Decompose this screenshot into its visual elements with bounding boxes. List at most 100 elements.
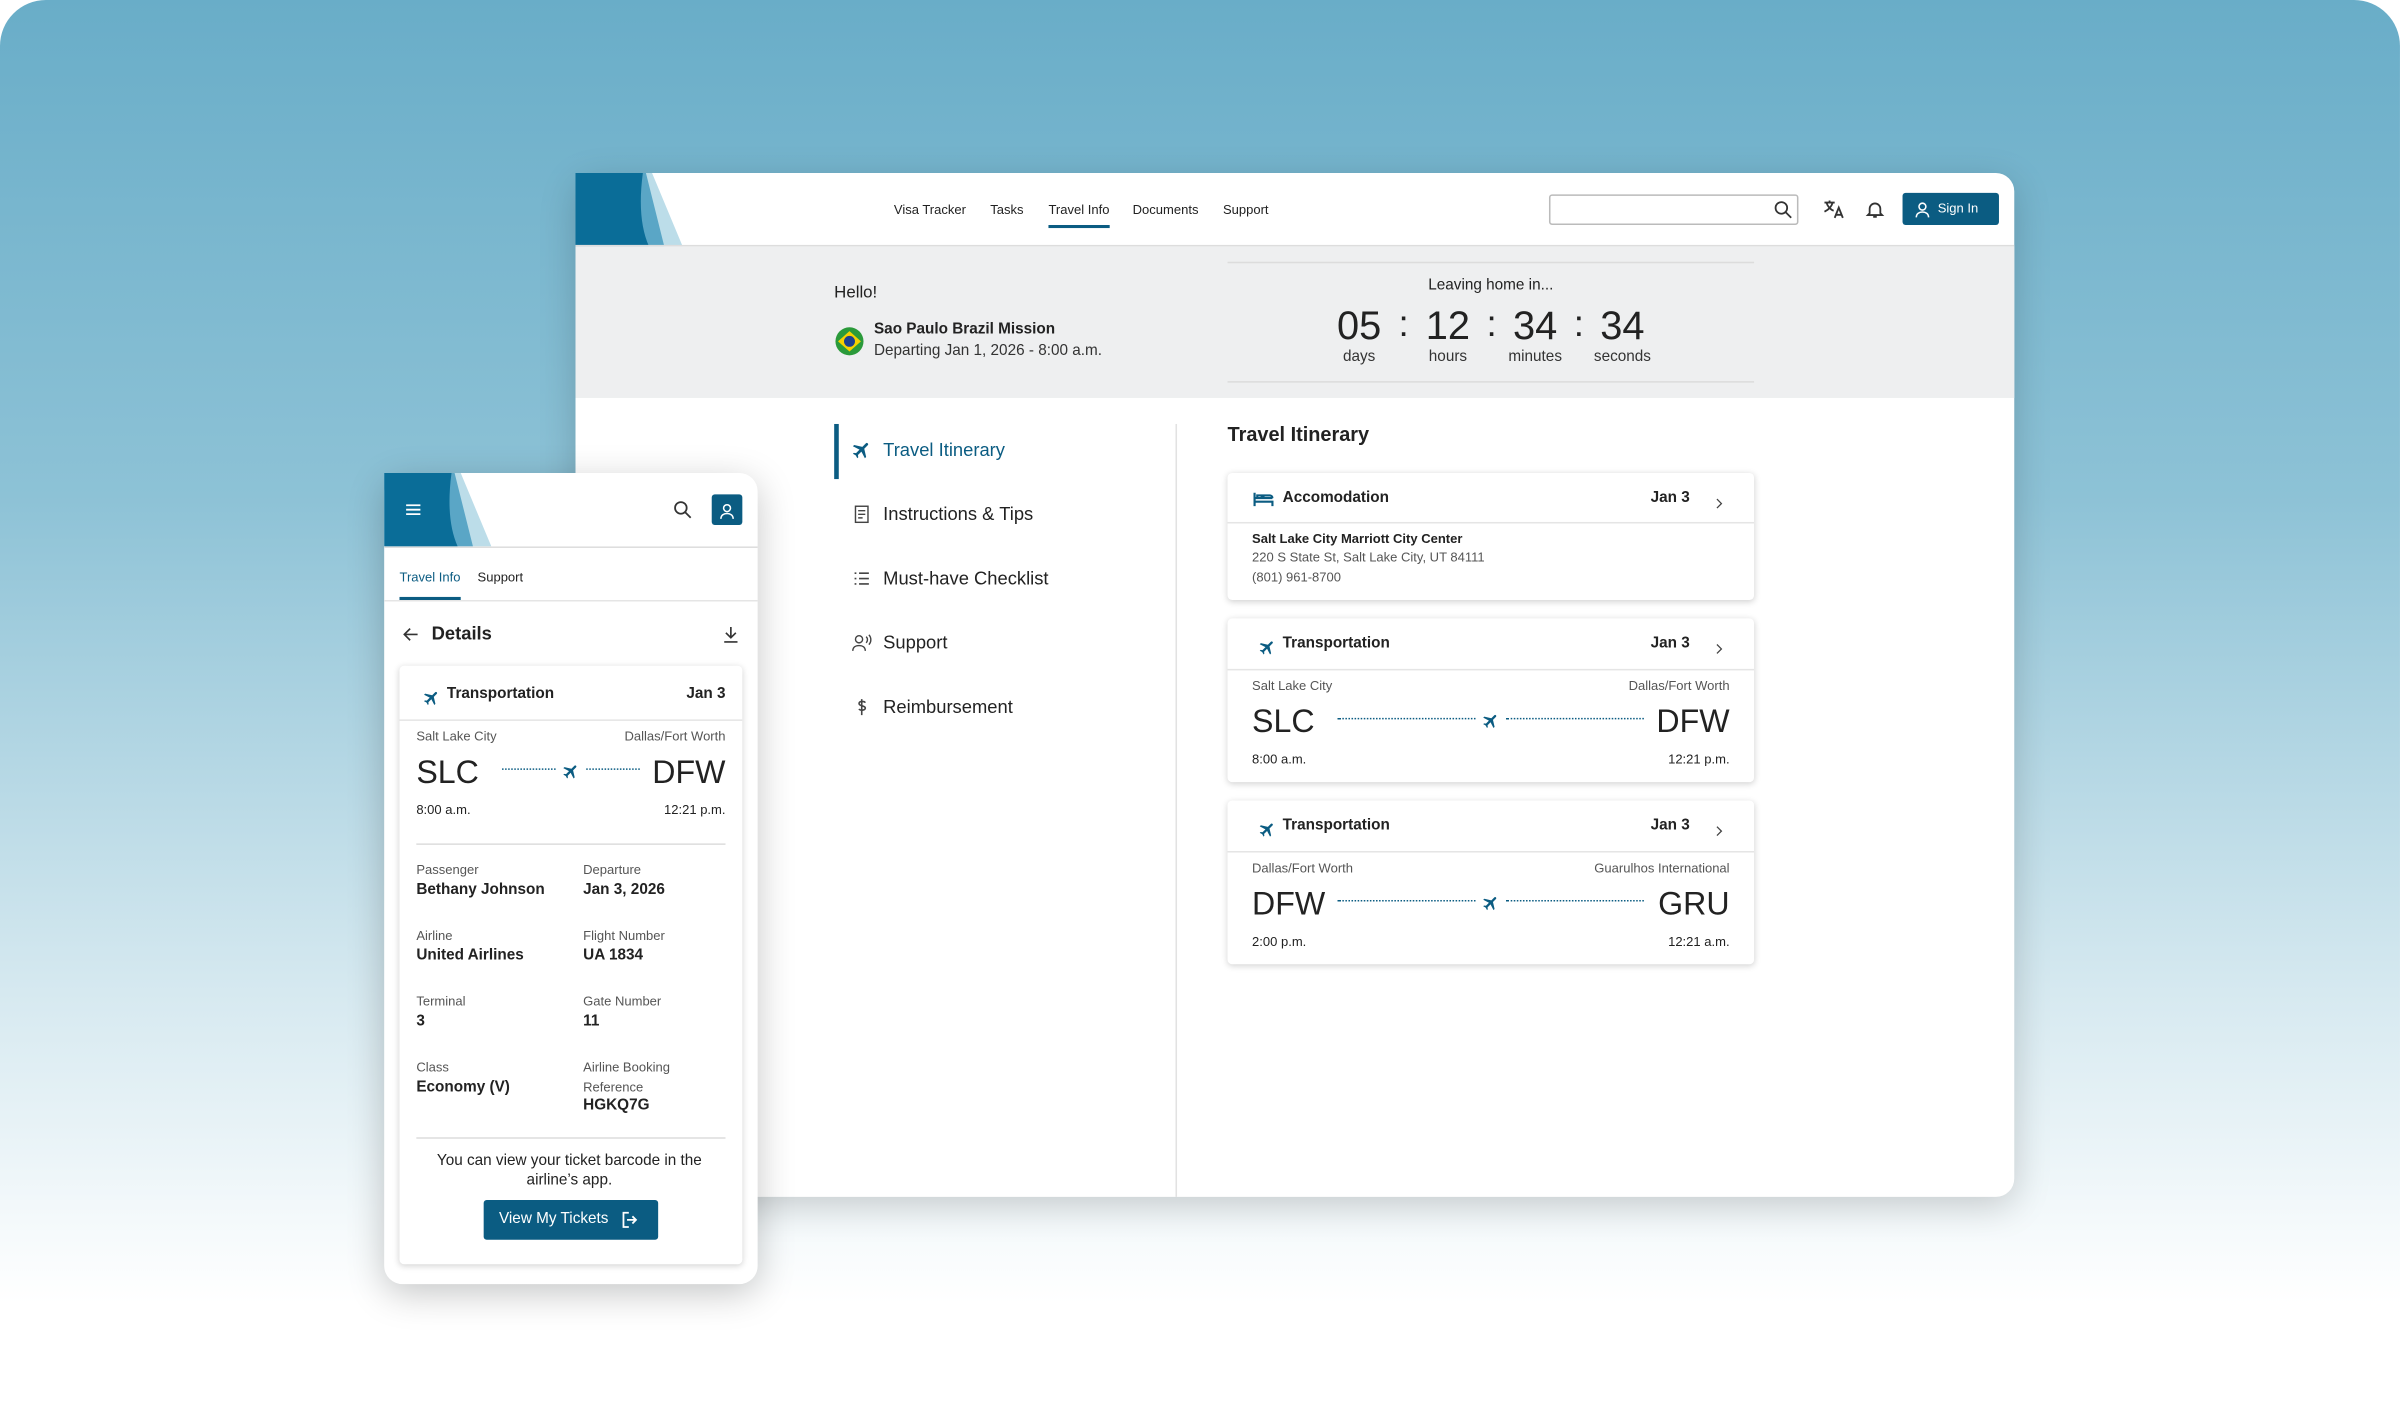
field-label: Gate Number xyxy=(583,993,662,1009)
field-value: Economy (V) xyxy=(416,1078,510,1096)
countdown-value: 12 xyxy=(1425,302,1471,349)
side-menu-icon xyxy=(851,504,872,525)
sign-in-label[interactable]: Sign In xyxy=(1937,200,1979,216)
card-title: Accomodation xyxy=(1282,489,1389,507)
side-menu-icon xyxy=(851,568,872,589)
side-menu-item[interactable]: Support xyxy=(883,631,948,654)
tab[interactable]: Travel Info xyxy=(399,569,461,585)
search-box[interactable] xyxy=(1548,194,1799,225)
plane-icon xyxy=(1482,710,1500,728)
back-icon[interactable] xyxy=(401,624,421,644)
destination-code: DFW xyxy=(652,755,726,791)
bed-icon xyxy=(1252,488,1275,509)
transportation-card[interactable] xyxy=(1227,618,1755,783)
field-label: Airline xyxy=(416,927,453,943)
user-icon xyxy=(718,501,736,519)
side-menu-item[interactable]: Travel Itinerary xyxy=(883,438,1005,461)
chevron-icon xyxy=(1711,819,1726,837)
origin-city: Salt Lake City xyxy=(416,728,497,744)
side-menu-icon xyxy=(851,696,872,717)
plane-icon xyxy=(562,761,580,779)
countdown-top-rule xyxy=(1227,261,1755,264)
field-value: Bethany Johnson xyxy=(416,880,545,898)
field-value: 11 xyxy=(583,1012,600,1030)
field-value: United Airlines xyxy=(416,946,524,964)
destination-code: DFW xyxy=(1656,704,1730,740)
plane-icon xyxy=(1258,637,1276,655)
view-tickets-label[interactable]: View My Tickets xyxy=(498,1210,609,1228)
field-value: Jan 3, 2026 xyxy=(583,880,665,898)
external-icon xyxy=(620,1209,641,1230)
departure-text: Departing Jan 1, 2026 - 8:00 a.m. xyxy=(873,342,1103,360)
nav-link[interactable]: Travel Info xyxy=(1048,201,1110,218)
profile-button[interactable] xyxy=(711,494,743,525)
countdown-separator: : xyxy=(1398,303,1409,346)
header-divider xyxy=(384,546,758,548)
plane-icon xyxy=(422,687,440,705)
field-value: 3 xyxy=(416,1012,425,1030)
section-divider xyxy=(416,843,726,845)
side-menu-icon xyxy=(851,632,872,653)
nav-link[interactable]: Documents xyxy=(1132,201,1199,218)
accommodation-card[interactable] xyxy=(1227,472,1755,600)
card-header-divider xyxy=(1227,521,1755,524)
route-line xyxy=(502,768,556,770)
field: Airline United Airlines xyxy=(416,926,554,987)
side-menu-item[interactable]: Reimbursement xyxy=(883,696,1013,718)
hotel-address: 220 S State St, Salt Lake City, UT 84111 xyxy=(1252,549,1485,565)
nav-active-underline xyxy=(1048,224,1110,229)
field: Flight Number UA 1834 xyxy=(583,926,721,987)
origin-city: Salt Lake City xyxy=(1252,677,1333,694)
menu-icon[interactable] xyxy=(403,499,424,520)
details-card xyxy=(399,665,743,1265)
field-label: Class xyxy=(416,1059,449,1075)
card-date: Jan 3 xyxy=(1650,489,1690,507)
ticket-note: You can view your ticket barcode in the … xyxy=(436,1152,702,1190)
countdown-label: seconds xyxy=(1593,348,1651,366)
header-divider xyxy=(575,244,2015,247)
origin-code: SLC xyxy=(416,755,479,791)
sign-in-button[interactable] xyxy=(1902,192,1999,225)
card-title: Transportation xyxy=(1282,635,1390,653)
search-icon xyxy=(672,499,693,520)
card-date: Jan 3 xyxy=(686,685,726,703)
countdown-label: days xyxy=(1343,348,1376,366)
nav-link[interactable]: Visa Tracker xyxy=(893,201,966,218)
field-label: Departure xyxy=(583,861,642,878)
card-header-divider xyxy=(399,719,743,721)
card-title: Transportation xyxy=(1282,817,1390,835)
countdown-separator: : xyxy=(1486,303,1497,346)
field: Passenger Bethany Johnson xyxy=(416,860,554,921)
transportation-card[interactable] xyxy=(1227,800,1755,965)
tabs-divider xyxy=(384,599,758,602)
logo xyxy=(575,172,683,247)
card-title: Transportation xyxy=(446,685,555,703)
tab[interactable]: Support xyxy=(477,569,524,585)
itinerary-title: Travel Itinerary xyxy=(1227,422,1370,446)
origin-code: SLC xyxy=(1252,704,1315,740)
route-line xyxy=(1337,899,1476,902)
field: Class Economy (V) xyxy=(416,1058,554,1119)
mission-name: Sao Paulo Brazil Mission xyxy=(873,321,1056,339)
field: Departure Jan 3, 2026 xyxy=(583,860,721,921)
departure-time: 8:00 a.m. xyxy=(416,801,471,818)
side-menu-item[interactable]: Instructions & Tips xyxy=(883,503,1034,525)
destination-city: Dallas/Fort Worth xyxy=(624,728,726,744)
bell-icon xyxy=(1864,199,1885,220)
field: Gate Number 11 xyxy=(583,992,721,1053)
nav-link[interactable]: Tasks xyxy=(990,201,1024,218)
destination-city: Guarulhos International xyxy=(1594,860,1730,876)
route-line xyxy=(1506,717,1644,720)
departure-time: 8:00 a.m. xyxy=(1252,751,1307,767)
countdown-title: Leaving home in... xyxy=(1428,277,1554,294)
field-value: UA 1834 xyxy=(583,946,644,964)
side-menu-item[interactable]: Must-have Checklist xyxy=(883,567,1049,589)
nav-link[interactable]: Support xyxy=(1222,201,1269,218)
countdown-value: 05 xyxy=(1337,302,1382,349)
download-icon[interactable] xyxy=(721,624,741,644)
countdown-bottom-rule xyxy=(1227,381,1755,383)
route-line xyxy=(1337,717,1476,720)
field-value: HGKQ7G xyxy=(583,1097,650,1115)
route-line xyxy=(586,768,640,770)
